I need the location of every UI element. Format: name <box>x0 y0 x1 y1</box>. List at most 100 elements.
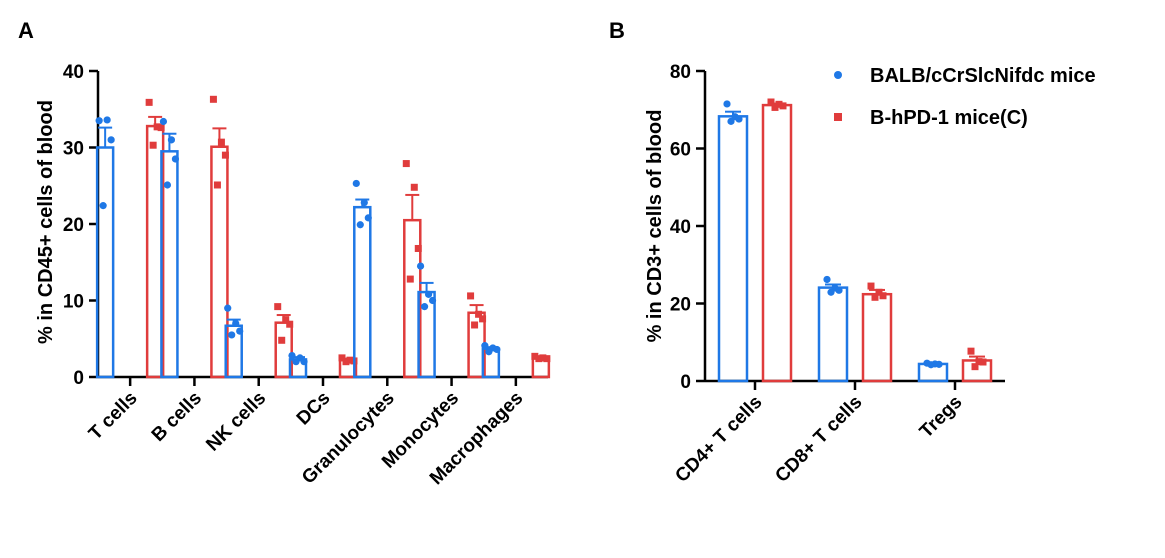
panel-a-letter: A <box>18 18 34 43</box>
x-category-label: Tregs <box>916 392 967 443</box>
data-point-circle <box>360 198 368 207</box>
legend-marker-square <box>834 113 842 121</box>
data-point-circle <box>95 117 103 125</box>
data-point-circle <box>171 155 180 163</box>
data-point-square <box>535 355 543 363</box>
data-point-square <box>467 292 475 300</box>
data-point-circle <box>352 179 360 188</box>
data-point-square <box>879 292 887 300</box>
bar <box>95 146 115 379</box>
data-point-circle <box>723 100 731 108</box>
data-point-square <box>338 354 346 362</box>
data-point-circle <box>727 117 735 125</box>
legend: BALB/cCrSlcNifdc mice B-hPD-1 mice(C) <box>834 65 1096 129</box>
data-point-square <box>479 315 487 323</box>
data-point-square <box>471 321 479 329</box>
data-point-square <box>531 352 539 360</box>
data-point-circle <box>364 214 372 222</box>
data-point-circle <box>428 296 437 305</box>
data-point-square <box>145 98 153 106</box>
data-point-circle <box>159 117 168 126</box>
data-point-square <box>771 103 779 111</box>
data-point-square <box>539 354 547 362</box>
data-point-circle <box>167 136 176 144</box>
y-tick-label: 0 <box>73 368 84 389</box>
data-point-circle <box>99 202 107 210</box>
data-point-circle <box>103 116 111 124</box>
x-category-label: DCs <box>293 388 335 430</box>
data-point-square <box>767 98 775 106</box>
bar <box>761 103 793 383</box>
data-point-circle <box>835 286 843 294</box>
data-point-circle <box>735 115 743 123</box>
data-point-circle <box>481 342 489 350</box>
data-point-circle <box>228 331 236 339</box>
data-point-square <box>278 336 286 344</box>
data-point-circle <box>107 136 115 144</box>
data-point-square <box>406 275 414 283</box>
data-point-square <box>971 363 979 371</box>
panel-a-y-axis-title: % in CD45+ cells of blood <box>35 100 57 344</box>
data-point-square <box>775 100 783 108</box>
x-category-label: NK cells <box>202 388 270 456</box>
data-point-square <box>153 123 161 131</box>
data-point-circle <box>827 288 835 296</box>
panel-b-letter: B <box>609 18 625 43</box>
data-point-square <box>543 355 551 363</box>
data-point-circle <box>292 358 300 366</box>
legend-label-bhpd1: B-hPD-1 mice(C) <box>870 107 1028 129</box>
data-point-circle <box>288 351 296 360</box>
data-point-square <box>875 288 883 296</box>
data-point-circle <box>224 304 232 312</box>
data-point-square <box>149 141 157 149</box>
data-point-square <box>217 138 225 146</box>
data-point-circle <box>236 327 244 335</box>
bar <box>861 292 893 383</box>
data-point-square <box>346 356 354 364</box>
data-point-square <box>871 293 879 301</box>
data-point-square <box>282 316 290 324</box>
data-point-square <box>475 310 483 318</box>
data-point-square <box>779 102 787 110</box>
data-point-square <box>410 183 418 191</box>
legend-label-balb: BALB/cCrSlcNifdc mice <box>870 65 1096 87</box>
x-category-label: CD8+ T cells <box>771 392 866 487</box>
data-point-circle <box>493 345 501 354</box>
x-category-label: B cells <box>148 388 206 446</box>
y-tick-label: 60 <box>670 140 691 161</box>
panel-b-y-axis-title: % in CD3+ cells of blood <box>644 110 666 343</box>
y-tick-label: 20 <box>670 295 691 316</box>
data-point-circle <box>300 358 308 366</box>
y-tick-label: 40 <box>63 62 84 83</box>
y-tick-label: 0 <box>680 372 691 393</box>
x-category-label: CD4+ T cells <box>671 392 766 487</box>
data-point-circle <box>927 361 935 369</box>
data-point-circle <box>416 262 425 270</box>
bar <box>717 115 749 383</box>
data-point-square <box>342 358 350 366</box>
y-tick-label: 80 <box>670 62 691 83</box>
y-tick-label: 30 <box>63 139 84 160</box>
data-point-square <box>414 244 422 252</box>
data-point-square <box>286 320 294 328</box>
panel-b: B % in CD3+ cells of blood 0 20 40 60 80 CD4+… <box>609 18 1005 487</box>
data-point-circle <box>424 290 433 298</box>
data-point-circle <box>420 303 429 311</box>
data-point-square <box>157 124 165 132</box>
data-point-square <box>402 160 410 168</box>
y-tick-label: 10 <box>63 292 84 313</box>
data-point-square <box>867 282 875 290</box>
bar <box>817 286 849 383</box>
data-point-square <box>979 358 987 366</box>
y-tick-label: 20 <box>63 215 84 236</box>
legend-marker-circle <box>834 71 842 79</box>
data-point-circle <box>163 181 172 189</box>
data-point-square <box>975 358 983 366</box>
data-point-square <box>967 347 975 355</box>
data-point-square <box>213 181 221 189</box>
data-point-square <box>274 303 282 311</box>
data-point-square <box>221 151 229 159</box>
data-point-circle <box>356 221 364 229</box>
data-point-circle <box>935 360 943 368</box>
